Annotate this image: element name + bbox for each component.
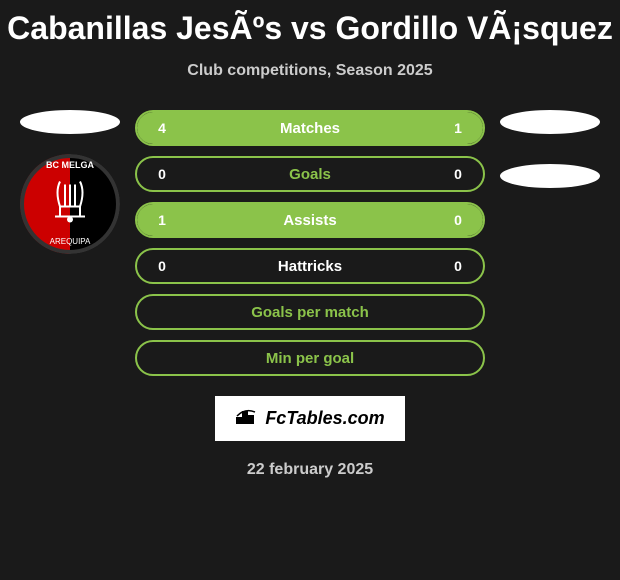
stat-value-right: 1 [443,120,473,136]
page-title: Cabanillas JesÃºs vs Gordillo VÃ¡squez [7,10,613,47]
player-left-column: BC MELGA AREQUIPA [15,110,125,254]
stat-value-right: 0 [443,212,473,228]
main-container: Cabanillas JesÃºs vs Gordillo VÃ¡squez C… [0,0,620,580]
stats-column: 4Matches10Goals01Assists00Hattricks0Goal… [135,110,485,376]
logo-text-top: BC MELGA [46,160,94,170]
chart-icon [235,406,257,431]
stat-row: Min per goal [135,340,485,376]
stat-label: Hattricks [137,258,483,275]
stat-row: Goals per match [135,294,485,330]
footer-brand-badge: FcTables.com [215,396,404,441]
player-right-column [495,110,605,203]
stat-label: Assists [137,212,483,229]
stat-label: Goals per match [137,304,483,321]
stat-label: Goals [137,166,483,183]
subtitle: Club competitions, Season 2025 [187,62,432,80]
player-left-silhouette [20,110,120,134]
lyre-icon [50,177,90,232]
stat-value-right: 0 [443,166,473,182]
logo-text-bottom: AREQUIPA [50,237,91,246]
stat-value-right: 0 [443,258,473,274]
stat-row: 4Matches1 [135,110,485,146]
stat-label: Matches [137,120,483,137]
stat-label: Min per goal [137,350,483,367]
player-right-silhouette-2 [500,164,600,188]
main-section: BC MELGA AREQUIPA 4Matches10Goals01Assis… [0,110,620,376]
club-logo-left: BC MELGA AREQUIPA [20,154,120,254]
footer-date: 22 february 2025 [247,461,373,479]
stat-row: 1Assists0 [135,202,485,238]
stat-row: 0Hattricks0 [135,248,485,284]
footer-brand-text: FcTables.com [265,408,384,429]
stat-row: 0Goals0 [135,156,485,192]
player-right-silhouette-1 [500,110,600,134]
